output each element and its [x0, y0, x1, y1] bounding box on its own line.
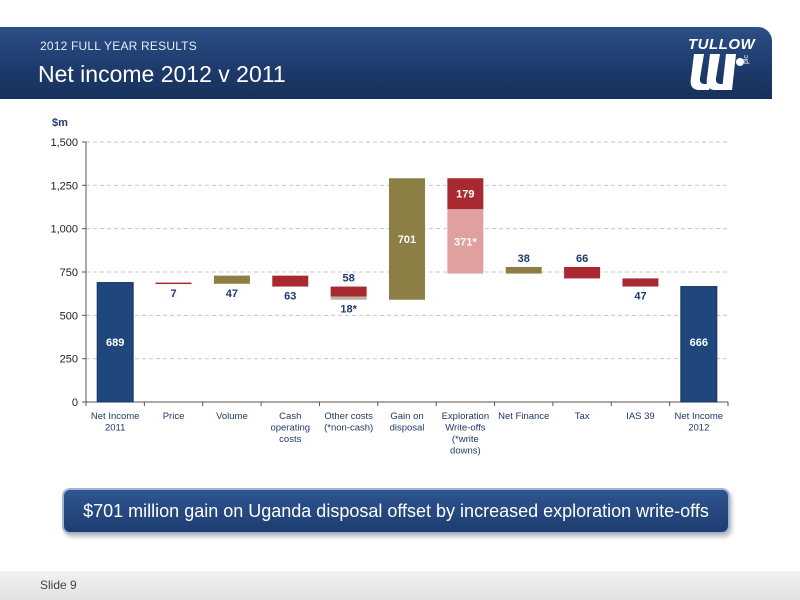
bar-total: [96, 282, 134, 403]
x-category-label: Gain on: [390, 411, 423, 422]
data-label: 179: [456, 189, 474, 201]
x-category-label: (*non-cash): [324, 423, 373, 434]
axes: 0 250 500 750 1,000 1,250 1,500 $m: [50, 117, 729, 409]
company-logo: TULLOW plc: [688, 36, 756, 92]
x-category-label: 2011: [105, 423, 125, 434]
bar-decrease: [447, 178, 484, 210]
data-label: 66: [576, 253, 588, 265]
bar-total: [680, 286, 718, 403]
data-label: 47: [634, 291, 646, 303]
y-tick-label: 1,250: [50, 180, 78, 192]
logo-mark-icon: [690, 54, 744, 90]
y-tick-label: 0: [72, 397, 78, 409]
bar-grey: [330, 296, 367, 300]
bars: [96, 178, 718, 403]
waterfall-chart: 0 250 500 750 1,000 1,250 1,500 $m 689 7 47 63 58 18…: [50, 117, 729, 457]
y-tick-label: 1,500: [50, 137, 78, 149]
bar-increase: [389, 178, 425, 300]
page-title: Net income 2012 v 2011: [38, 61, 286, 87]
x-category-label: Other costs: [324, 411, 373, 422]
x-category-label: Volume: [216, 411, 248, 422]
bar-decrease: [622, 278, 659, 287]
x-category-label: Net Finance: [498, 411, 549, 422]
data-label: 689: [106, 337, 124, 349]
x-category-label: Cash: [279, 411, 301, 422]
y-tick-label: 750: [60, 267, 78, 279]
bar-decrease: [272, 275, 309, 287]
y-axis-title: $m: [52, 117, 68, 129]
x-category-label: Net Income: [91, 411, 140, 422]
x-category-label: operating: [270, 423, 310, 434]
x-category-label: (*write: [452, 434, 479, 445]
y-tick-label: 500: [60, 310, 78, 322]
key-message-text: $701 million gain on Uganda disposal off…: [83, 501, 709, 521]
logo-suffix: plc: [742, 55, 750, 64]
x-category-label: disposal: [390, 423, 425, 434]
bar-decrease: [155, 282, 192, 285]
y-tick-label: 250: [60, 354, 78, 366]
header-subtitle: 2012 FULL YEAR RESULTS: [40, 39, 197, 53]
title-banner: 2012 FULL YEAR RESULTS Net income 2012 v…: [0, 27, 772, 99]
bar-light: [447, 209, 484, 274]
data-label: 58: [343, 273, 355, 285]
gridlines: [86, 141, 728, 360]
x-category-label: Exploration: [442, 411, 490, 422]
bar-increase: [505, 266, 542, 274]
footer-bar: Slide 9: [0, 571, 800, 600]
bar-increase: [213, 275, 250, 284]
x-category-label: downs): [450, 446, 481, 457]
slide-number: Slide 9: [40, 578, 77, 592]
x-category-label: Price: [163, 411, 185, 422]
data-label: 18*: [340, 304, 357, 316]
bar-decrease: [564, 266, 601, 279]
bar-decrease: [330, 286, 367, 297]
x-category-label: Net Income: [675, 411, 724, 422]
data-label: 47: [226, 288, 238, 300]
x-category-label: 2012: [688, 423, 709, 434]
x-category-label: costs: [279, 434, 301, 445]
key-message-callout: $701 million gain on Uganda disposal off…: [62, 488, 730, 534]
data-label: 371*: [454, 236, 477, 248]
y-tick-label: 1,000: [50, 224, 78, 236]
data-label: 7: [170, 288, 176, 300]
data-label: 63: [284, 291, 296, 303]
data-labels: 689 7 47 63 58 18* 701 179 371* 38 66 47 666: [106, 189, 708, 349]
logo-wordmark: TULLOW: [688, 36, 756, 53]
x-category-label: Tax: [575, 411, 590, 422]
x-category-label: Write-offs: [445, 423, 486, 434]
data-label: 701: [398, 234, 416, 246]
data-label: 38: [518, 253, 530, 265]
data-label: 666: [690, 337, 708, 349]
x-category-label: IAS 39: [626, 411, 655, 422]
